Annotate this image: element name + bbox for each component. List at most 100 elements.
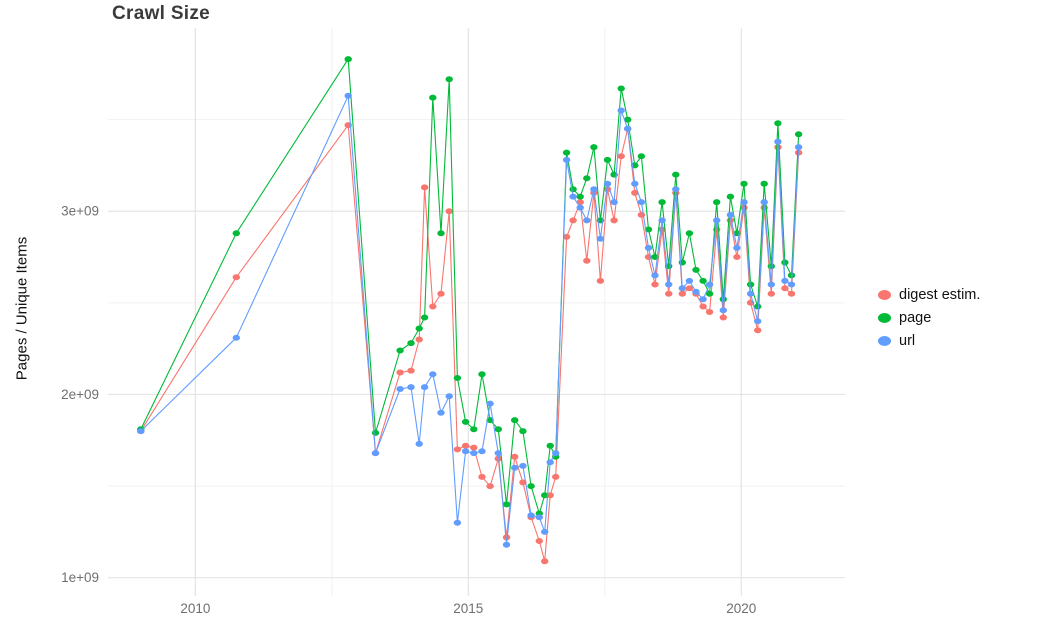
data-point	[665, 290, 673, 297]
legend-item-url: url	[878, 333, 980, 349]
series-line-digest-estim-	[140, 124, 800, 562]
data-point	[692, 266, 700, 273]
data-point	[576, 199, 584, 206]
data-point	[631, 189, 639, 196]
data-point	[617, 153, 625, 160]
data-point	[232, 334, 240, 341]
legend-label: page	[899, 310, 932, 326]
data-point	[535, 538, 543, 544]
data-point	[596, 277, 605, 284]
data-point	[603, 156, 612, 163]
data-point	[470, 450, 478, 457]
data-point	[470, 444, 478, 451]
data-point	[576, 204, 584, 211]
data-point	[787, 281, 796, 288]
data-point	[672, 171, 680, 178]
data-point	[624, 116, 632, 123]
data-point	[685, 277, 694, 284]
data-point	[478, 448, 486, 455]
x-tick-label: 2020	[726, 601, 756, 616]
data-point	[437, 230, 445, 237]
data-point	[576, 193, 584, 200]
data-point	[713, 199, 721, 206]
chart-legend: digest estim. page url	[878, 287, 980, 349]
data-point	[767, 281, 775, 288]
data-point	[511, 417, 519, 424]
data-point	[478, 371, 486, 378]
data-point	[511, 453, 519, 460]
x-tick-label: 2015	[453, 601, 483, 616]
data-point	[631, 180, 639, 187]
data-point	[232, 274, 240, 281]
data-point	[461, 448, 470, 455]
data-point	[569, 217, 577, 224]
data-point	[754, 327, 762, 334]
data-point	[429, 94, 437, 101]
data-point	[552, 473, 560, 480]
data-point	[527, 483, 535, 490]
legend-key-dot	[878, 290, 891, 300]
data-point	[453, 446, 462, 453]
data-point	[437, 409, 445, 416]
data-point	[665, 281, 673, 288]
data-point	[541, 528, 549, 535]
panel-background	[108, 28, 845, 596]
data-point	[644, 244, 653, 251]
data-point	[470, 426, 478, 433]
data-point	[719, 307, 727, 314]
data-point	[590, 144, 598, 151]
data-point	[692, 288, 700, 295]
data-point	[760, 199, 768, 206]
data-point	[407, 384, 415, 391]
data-point	[562, 233, 571, 240]
chart-title: Crawl Size	[112, 3, 211, 24]
legend-key-dot	[878, 336, 891, 346]
data-point	[569, 193, 577, 200]
data-point	[461, 418, 470, 425]
data-point	[541, 492, 549, 499]
data-point	[519, 428, 527, 435]
series-line-page	[140, 58, 800, 515]
data-point	[486, 417, 494, 424]
data-point	[781, 285, 789, 292]
data-point	[502, 501, 511, 508]
data-point	[453, 375, 462, 381]
data-point	[787, 290, 796, 297]
data-point	[699, 303, 707, 310]
data-point	[453, 519, 462, 526]
data-point	[137, 428, 145, 435]
data-point	[445, 208, 453, 215]
x-tick-label: 2010	[180, 601, 210, 616]
data-point	[719, 314, 727, 321]
data-point	[733, 244, 741, 251]
data-point	[596, 235, 605, 242]
data-point	[583, 217, 591, 224]
data-point	[583, 175, 591, 182]
data-point	[678, 290, 686, 297]
legend-label: url	[899, 333, 916, 349]
data-point	[437, 290, 445, 297]
data-point	[726, 193, 735, 200]
data-point	[740, 180, 748, 187]
legend-key-dot	[878, 313, 891, 323]
data-point	[610, 217, 618, 224]
data-point	[781, 277, 789, 284]
data-point	[429, 371, 437, 378]
data-point	[637, 153, 646, 160]
data-point	[344, 56, 352, 63]
data-point	[541, 558, 549, 565]
data-point	[494, 426, 502, 433]
data-point	[774, 120, 782, 127]
data-point	[794, 131, 803, 138]
data-point	[637, 199, 646, 206]
data-point	[546, 442, 554, 449]
data-point	[486, 400, 494, 407]
data-point	[546, 459, 554, 466]
data-point	[371, 429, 380, 436]
data-point	[719, 296, 727, 303]
data-point	[552, 450, 560, 457]
data-point	[590, 186, 598, 193]
data-point	[396, 386, 404, 392]
data-point	[658, 199, 666, 206]
